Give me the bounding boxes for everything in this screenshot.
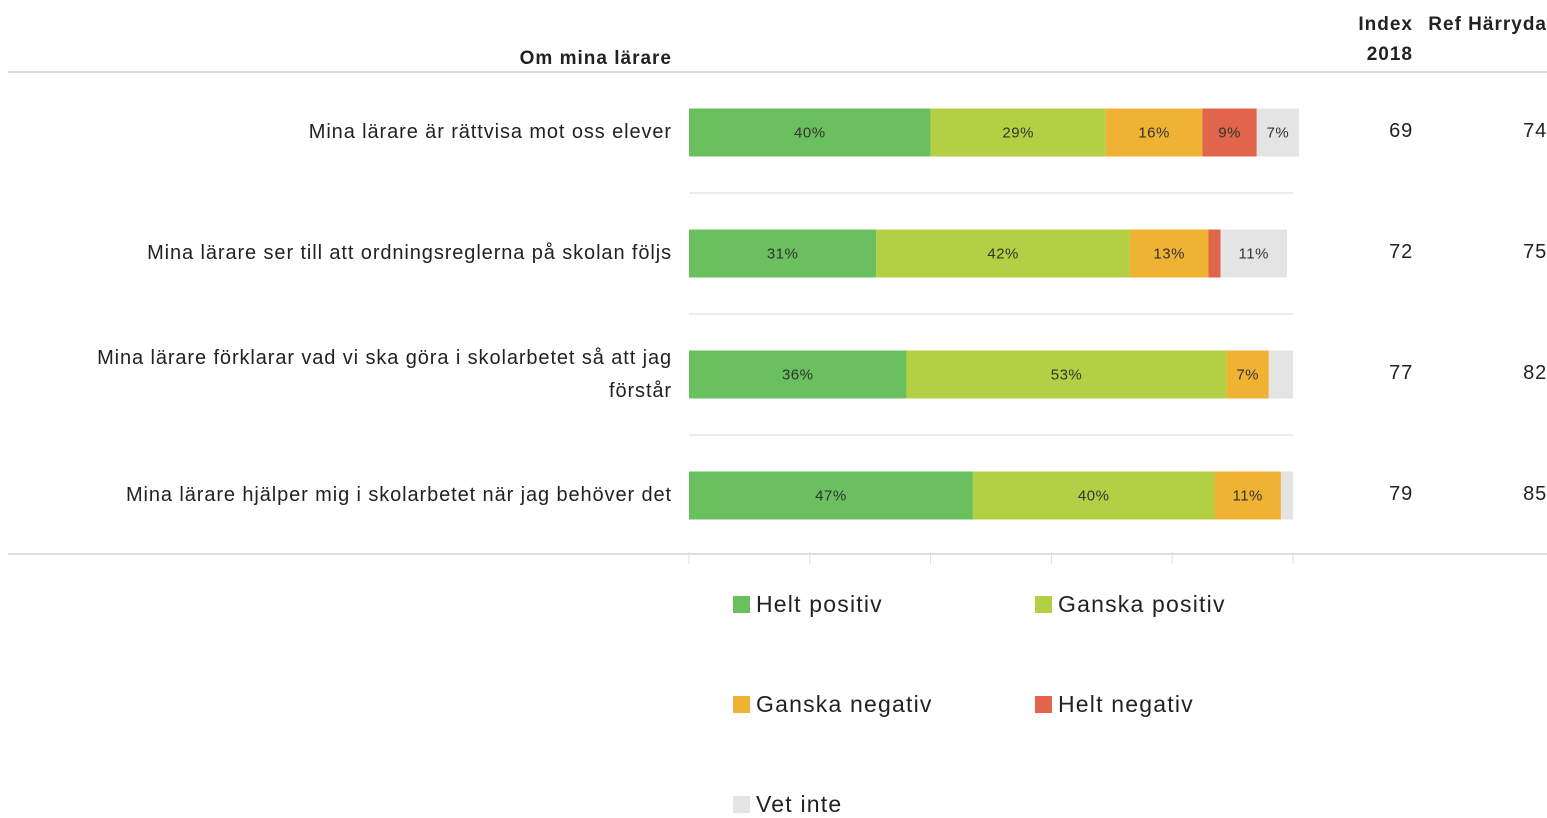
column-value: 75 [1523, 240, 1547, 263]
legend-label: Helt negativ [1058, 691, 1194, 717]
value-label: 47% [815, 487, 847, 504]
legend-label: Helt positiv [756, 591, 883, 617]
column-value: 82 [1523, 361, 1547, 384]
legend-label: Ganska negativ [756, 691, 933, 717]
value-label: 36% [782, 366, 814, 383]
legend-swatch [1035, 696, 1052, 713]
legend-label: Ganska positiv [1058, 591, 1226, 617]
value-label: 16% [1138, 124, 1170, 141]
bar-segment [1129, 229, 1209, 278]
bar-segment [1268, 350, 1293, 399]
chart-title: Om mina lärare [519, 48, 672, 69]
value-label: 7% [1267, 124, 1290, 141]
bar-segment [689, 229, 877, 278]
column-value: 74 [1523, 119, 1547, 142]
legend-label: Vet inte [756, 791, 843, 817]
legend-swatch [1035, 596, 1052, 613]
legend-item: Helt positiv [733, 591, 883, 618]
category-label: Mina lärare förklarar vad vi ska göra i … [97, 346, 672, 402]
legend-swatch [733, 796, 750, 813]
bar-segment [689, 108, 931, 157]
legend-item: Ganska positiv [1035, 591, 1226, 618]
column-header: Index 2018 [1358, 14, 1413, 65]
value-label: 11% [1239, 245, 1269, 262]
bar-segment [689, 350, 907, 399]
legend-swatch [733, 696, 750, 713]
value-label: 7% [1236, 366, 1259, 383]
column-value: 79 [1389, 482, 1413, 505]
bar-segment [972, 471, 1215, 520]
column-header: Ref Härryda [1428, 14, 1547, 35]
bar-segment [1208, 229, 1221, 278]
bar-segment [1220, 229, 1287, 278]
value-label: 9% [1218, 124, 1241, 141]
category-label: Mina lärare ser till att ordningsreglern… [147, 242, 672, 264]
category-label: Mina lärare hjälper mig i skolarbetet nä… [125, 484, 672, 506]
value-label: 11% [1232, 487, 1262, 504]
category-label: Mina lärare är rättvisa mot oss elever [308, 121, 672, 143]
bar-segment [876, 229, 1130, 278]
column-value: 69 [1389, 119, 1413, 142]
value-label: 31% [767, 245, 799, 262]
bar-segment [1256, 108, 1300, 157]
value-label: 40% [1078, 487, 1110, 504]
value-label: 40% [794, 124, 826, 141]
bar-segment [1226, 350, 1269, 399]
bar-segment [906, 350, 1227, 399]
column-value: 85 [1523, 482, 1547, 505]
bar-segment [1105, 108, 1203, 157]
value-label: 42% [987, 245, 1019, 262]
legend-item: Vet inte [733, 791, 842, 818]
bar-segment [930, 108, 1106, 157]
legend-item: Helt negativ [1035, 691, 1194, 718]
value-label: 53% [1051, 366, 1083, 383]
bar-segment [1214, 471, 1281, 520]
bar-segment [689, 471, 973, 520]
bar-segment [1280, 471, 1293, 520]
column-value: 72 [1389, 240, 1413, 263]
bar-segment [1202, 108, 1257, 157]
column-value: 77 [1389, 361, 1413, 384]
legend-item: Ganska negativ [733, 691, 933, 718]
value-label: 29% [1002, 124, 1034, 141]
value-label: 13% [1153, 245, 1185, 262]
legend-swatch [733, 596, 750, 613]
